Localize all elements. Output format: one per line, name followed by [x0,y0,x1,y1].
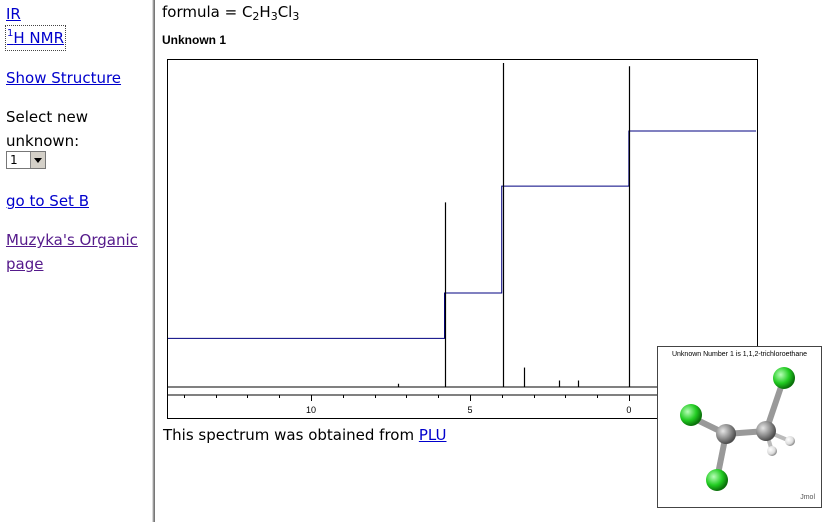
integral-layer [168,130,756,339]
ir-link[interactable]: IR [6,5,21,23]
hydrogen-atom [767,446,777,456]
source-line: This spectrum was obtained from PLU [163,426,447,444]
frame-divider[interactable] [152,0,155,522]
select-unknown-label: Select new unknown: [6,108,89,150]
carbon-atom [756,421,776,441]
hnmr-superscript: 1 [7,28,14,39]
hnmr-label: H NMR [13,29,65,47]
nmr-spectrum-chart: 10 5 0 [167,59,758,419]
unknown-select-value: 1 [10,153,18,167]
formula: formula = C2H3Cl3 [162,3,300,23]
unknown-title: Unknown 1 [162,33,227,47]
hnmr-link[interactable]: 1H NMR [4,25,67,51]
formula-cl-count: 3 [292,10,300,23]
jmol-watermark: Jmol [800,494,815,501]
hydrogen-atom [785,436,795,446]
formula-c-count: 2 [252,10,260,23]
formula-cl: Cl [277,3,293,21]
molecule-model [680,367,795,491]
carbon-atom [716,424,736,444]
source-text: This spectrum was obtained from [163,426,419,444]
chevron-down-icon[interactable] [30,152,45,168]
muzyka-organic-page-link[interactable]: Muzyka's Organic page [6,231,138,273]
x-tick-label: 5 [467,405,472,415]
plu-link[interactable]: PLU [418,426,447,444]
formula-h-count: 3 [270,10,278,23]
x-tick-label: 0 [626,405,631,415]
left-frame: IR 1H NMR Show Structure Select new unkn… [0,0,152,522]
show-structure-link[interactable]: Show Structure [6,69,122,87]
jmol-molecule-viewer[interactable]: Unknown Number 1 is 1,1,2-trichloroethan… [657,346,822,508]
x-tick-label: 10 [306,405,316,415]
chlorine-atom [680,404,702,426]
chlorine-atom [773,367,795,389]
integral-curve [168,130,756,339]
formula-prefix: formula = C [162,3,253,21]
go-to-set-b-link[interactable]: go to Set B [6,192,89,210]
formula-h: H [259,3,271,21]
chlorine-atom [706,469,728,491]
unknown-select[interactable]: 1 [6,151,46,169]
molecule-caption: Unknown Number 1 is 1,1,2-trichloroethan… [671,351,807,358]
